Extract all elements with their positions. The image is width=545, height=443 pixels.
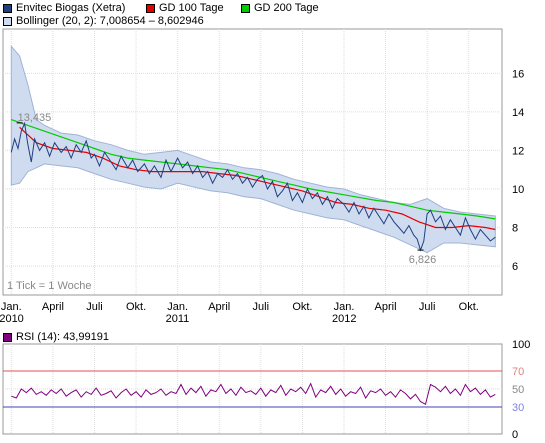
rsi-line [11, 382, 496, 406]
y-tick-label: 14 [512, 107, 524, 119]
legend-gd100-label: GD 100 Tage [159, 2, 224, 14]
rsi-y-tick-label: 30 [512, 402, 524, 414]
y-tick-label: 6 [512, 261, 518, 273]
gd100-line [19, 126, 496, 231]
y-tick-label: 8 [512, 223, 518, 235]
tick-note: 1 Tick = 1 Woche [7, 280, 91, 292]
legend-item-price: Envitec Biogas (Xetra) [3, 2, 125, 14]
x-tick-label: Okt. [292, 301, 312, 313]
x-tick-year: 2011 [166, 313, 190, 325]
x-tick-label: April [375, 301, 397, 313]
bollinger-band [10, 44, 496, 254]
x-tick-label: Juli [86, 301, 103, 313]
rsi-y-tick-label: 100 [512, 339, 530, 351]
gd100-swatch [146, 3, 155, 13]
x-tick-label: Okt. [459, 301, 479, 313]
annotation-label: 13,435 [18, 112, 52, 124]
x-tick-label: Juli [419, 301, 436, 313]
price-swatch [3, 3, 12, 13]
y-tick-label: 10 [512, 184, 524, 196]
rsi-y-tick-label: 50 [512, 384, 524, 396]
legend-item-rsi: RSI (14): 43,99191 [3, 331, 109, 343]
price-line [10, 121, 496, 252]
rsi-y-tick-label: 0 [512, 429, 518, 441]
x-tick-label: April [208, 301, 230, 313]
annotation-label: 6,826 [409, 254, 437, 266]
y-tick-label: 12 [512, 145, 524, 157]
legend-price-label: Envitec Biogas (Xetra) [16, 2, 126, 14]
rsi-plot-area [2, 343, 503, 435]
bollinger-swatch [3, 16, 12, 26]
rsi-swatch [3, 332, 12, 342]
y-tick-label: 16 [512, 68, 524, 80]
x-tick-label: Juli [253, 301, 270, 313]
x-tick-year: 2012 [332, 313, 356, 325]
x-tick-label: Jan. [1, 301, 22, 313]
rsi-chart-panel: 0 30 50 70 100 [2, 339, 530, 441]
legend-item-gd200: GD 200 Tage [241, 2, 319, 14]
legend-rsi-label: RSI (14): 43,99191 [16, 331, 109, 343]
gd200-line [11, 119, 496, 220]
rsi-y-tick-label: 70 [512, 366, 524, 378]
x-tick-label: Jan. [167, 301, 188, 313]
x-tick-year: 2010 [0, 313, 24, 325]
x-tick-label: Jan. [334, 301, 355, 313]
gd200-swatch [241, 3, 250, 13]
legend-item-bollinger: Bollinger (20, 2): 7,008654 – 8,602946 [3, 15, 204, 27]
legend-gd200-label: GD 200 Tage [254, 2, 319, 14]
x-tick-label: Okt. [126, 301, 146, 313]
legend-item-gd100: GD 100 Tage [146, 2, 224, 14]
legend-bollinger-label: Bollinger (20, 2): 7,008654 – 8,602946 [16, 15, 204, 27]
x-tick-label: April [42, 301, 64, 313]
